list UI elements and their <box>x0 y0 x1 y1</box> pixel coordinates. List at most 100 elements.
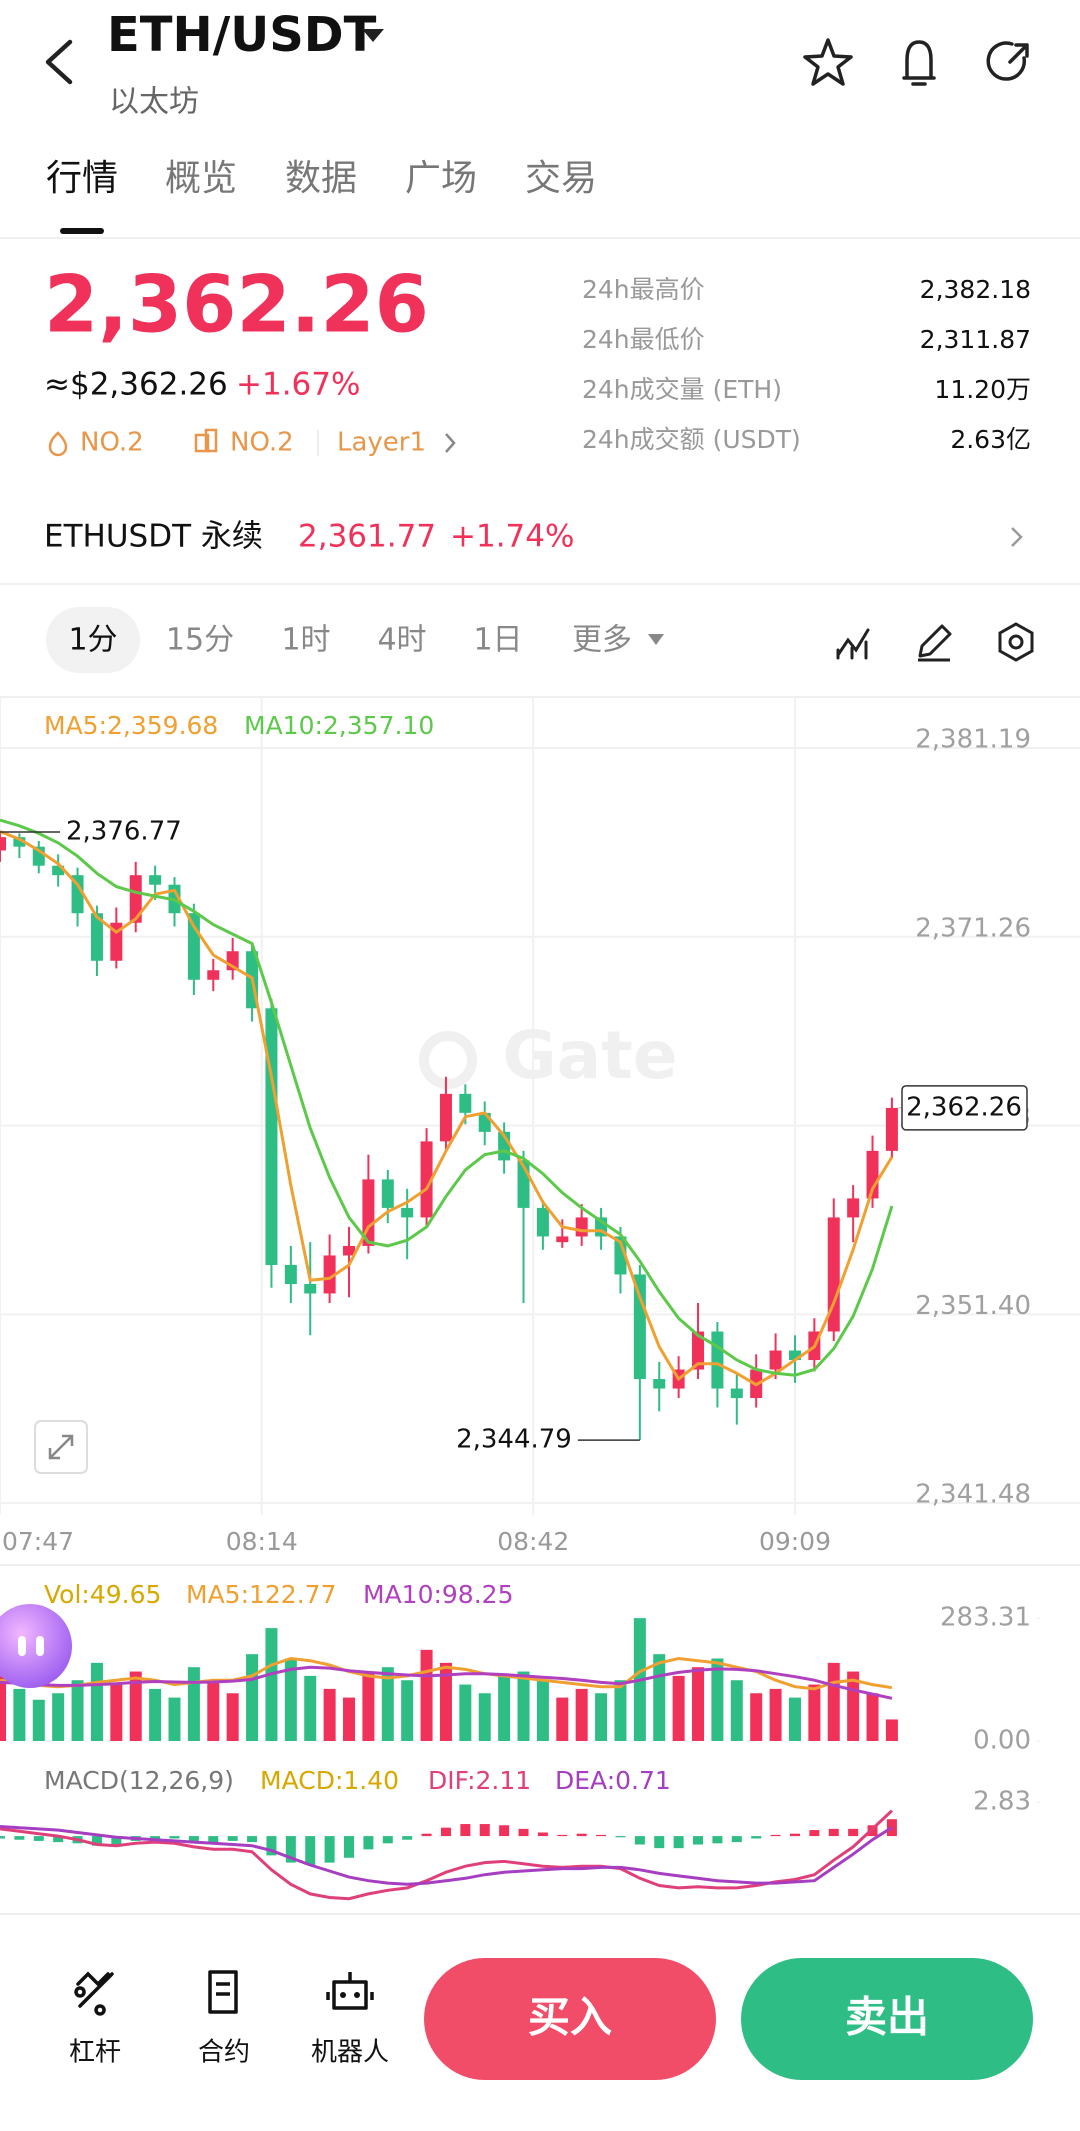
volume-bar <box>750 1693 763 1741</box>
assistant-avatar[interactable] <box>0 1604 72 1688</box>
stat-value: 11.20万 <box>934 375 1031 404</box>
annotation-label: 2,376.77 <box>66 817 182 847</box>
tab[interactable]: 广场 <box>405 158 477 199</box>
perpetual-name[interactable]: ETHUSDT 永续 <box>44 519 263 555</box>
tab[interactable]: 交易 <box>525 158 597 199</box>
candle-body <box>614 1236 627 1275</box>
macd-bar <box>53 1836 64 1843</box>
robot-eye <box>340 1992 346 1998</box>
stat-value: 2,311.87 <box>920 325 1031 354</box>
volume-bar <box>556 1697 569 1741</box>
sell-label[interactable]: 卖出 <box>845 1993 929 2042</box>
volume-bar <box>808 1684 821 1741</box>
draw-icon[interactable] <box>918 624 952 662</box>
volume-bar <box>362 1671 375 1741</box>
macd-bar <box>693 1836 704 1845</box>
contract-icon[interactable] <box>208 1970 238 2014</box>
volume-bar <box>420 1649 433 1741</box>
watermark: Gate <box>502 1017 677 1094</box>
interval[interactable]: 1日 <box>473 623 522 658</box>
macd-bar <box>150 1836 161 1839</box>
tab[interactable]: 行情 <box>46 158 118 199</box>
candle-body <box>556 1236 569 1243</box>
volume-bar <box>769 1688 782 1741</box>
legend-entry: DEA:0.71 <box>555 1766 671 1795</box>
back-button[interactable] <box>45 39 73 85</box>
sector-tag[interactable]: Layer1 <box>337 428 426 458</box>
volume-bar <box>71 1680 84 1741</box>
candle-body <box>90 913 103 961</box>
pair-title[interactable]: ETH/USDT <box>107 7 377 63</box>
macd-bar <box>789 1833 800 1837</box>
volume-bar <box>0 1675 6 1741</box>
macd-bar <box>363 1836 374 1850</box>
robot-icon[interactable] <box>326 1972 374 2010</box>
volume-bar <box>129 1671 142 1741</box>
candle-body <box>730 1388 743 1399</box>
leverage-icon[interactable] <box>74 1971 114 2016</box>
macd-bar <box>0 1836 5 1839</box>
candle-body <box>71 875 84 914</box>
y-tick-label: 2,341.48 <box>915 1480 1031 1510</box>
volume-bar <box>711 1658 724 1741</box>
volume-bar <box>343 1697 356 1741</box>
volume-bar <box>110 1684 123 1741</box>
sell-button[interactable] <box>741 1958 1033 2080</box>
ma-line <box>0 830 894 1387</box>
last-price-box <box>901 1085 1028 1131</box>
interval[interactable]: 4时 <box>377 623 426 658</box>
chevron[interactable] <box>1011 527 1023 547</box>
candle-body <box>149 875 162 885</box>
volume-bar <box>498 1675 511 1741</box>
stat-label: 24h最高价 <box>582 275 705 304</box>
candle-body <box>827 1217 840 1332</box>
pair-dropdown[interactable] <box>362 29 384 42</box>
buy-button[interactable] <box>424 1958 716 2080</box>
interval[interactable]: 1分 <box>68 623 117 658</box>
legend-entry: MA5:122.77 <box>186 1580 336 1609</box>
macd-bar <box>479 1824 490 1837</box>
alert-icon[interactable] <box>902 40 936 86</box>
macd-bar <box>576 1833 587 1837</box>
indicator-icon[interactable] <box>836 628 870 660</box>
tab[interactable]: 概览 <box>165 158 237 199</box>
macd-bar <box>673 1836 684 1849</box>
x-tick-label: 07:47 <box>2 1527 74 1556</box>
dropdown-arrow <box>648 634 664 645</box>
sector-icon <box>204 428 218 453</box>
rank-tag[interactable]: NO.2 <box>80 428 144 458</box>
candle-body <box>847 1198 860 1218</box>
macd-bar <box>169 1836 180 1839</box>
candle-body <box>439 1093 452 1142</box>
interval[interactable]: 15分 <box>166 623 234 658</box>
candle-body <box>52 865 65 876</box>
share-icon[interactable] <box>986 41 1029 81</box>
macd-bar <box>188 1836 199 1841</box>
tool-label[interactable]: 杠杆 <box>69 2038 121 2068</box>
interval-more[interactable]: 更多 <box>572 623 632 658</box>
last-price-label: 2,362.26 <box>906 1092 1022 1122</box>
legend-entry: MA10:98.25 <box>363 1580 513 1609</box>
stat-value: 2.63亿 <box>950 425 1031 454</box>
settings-icon[interactable] <box>998 622 1034 662</box>
macd-bar <box>828 1828 839 1837</box>
volume-bar <box>517 1671 530 1741</box>
favorite-icon[interactable] <box>803 38 853 86</box>
volume-ma-line <box>0 1665 893 1700</box>
tool-label[interactable]: 机器人 <box>311 2038 389 2068</box>
rank-tag[interactable]: NO.2 <box>230 428 294 458</box>
tab[interactable]: 数据 <box>285 158 357 199</box>
volume-bar <box>827 1662 840 1741</box>
tool-label[interactable]: 合约 <box>198 2038 250 2068</box>
interval[interactable]: 1时 <box>281 623 330 658</box>
buy-label[interactable]: 买入 <box>528 1993 612 2042</box>
candle-body <box>284 1264 297 1284</box>
volume-bar <box>187 1667 200 1741</box>
volume-bar <box>575 1688 588 1741</box>
volume-bar <box>866 1693 879 1741</box>
candle-body <box>769 1350 782 1370</box>
legend-entry: MACD:1.40 <box>260 1766 399 1795</box>
volume-bar <box>207 1680 220 1741</box>
y-tick-label: 0.00 <box>973 1726 1031 1756</box>
